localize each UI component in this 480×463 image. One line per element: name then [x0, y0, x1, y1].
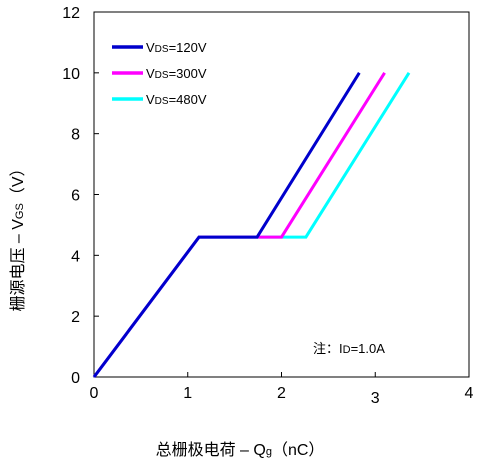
- legend-label: VDS=300V: [146, 66, 207, 81]
- y-tick-label: 4: [71, 248, 80, 265]
- x-tick-label: 3: [371, 390, 380, 407]
- series-line: [92, 72, 386, 378]
- legend-label: VDS=480V: [146, 92, 207, 107]
- legend: VDS=120V VDS=300V VDS=480V: [112, 40, 207, 107]
- legend-label: VDS=120V: [146, 40, 207, 55]
- y-tick-label: 0: [71, 370, 80, 387]
- series-line: [92, 72, 361, 378]
- y-tick-label: 10: [62, 66, 80, 83]
- x-tick-label: 2: [277, 385, 286, 402]
- y-tick-label: 12: [62, 5, 80, 22]
- x-tick-label: 1: [183, 385, 192, 402]
- x-tick-label: 0: [90, 385, 99, 402]
- x-axis-label: 总栅极电荷 – Qg（nC）: [155, 442, 325, 459]
- y-tick-label: 6: [71, 188, 80, 205]
- x-tick-label: 4: [465, 385, 474, 402]
- y-tick-label: 2: [71, 309, 80, 326]
- series-lines: [92, 72, 411, 378]
- series-line: [92, 72, 411, 378]
- y-tick-label: 8: [71, 127, 80, 144]
- chart-annotation: 注：ID=1.0A: [313, 341, 385, 356]
